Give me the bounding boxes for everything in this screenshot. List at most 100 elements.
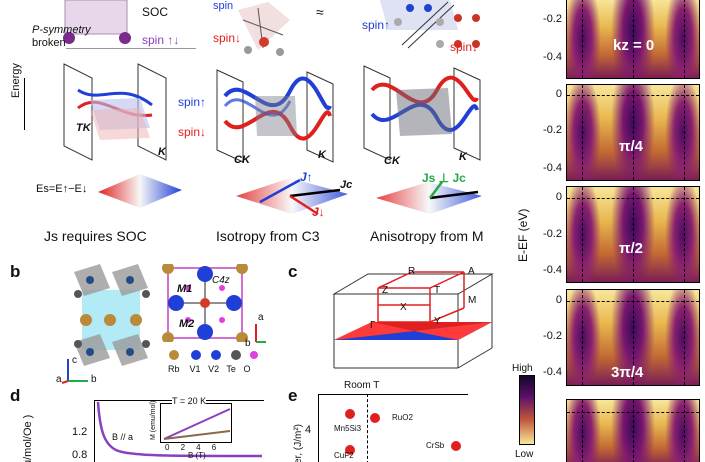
panel-b-letter: b [10,262,21,281]
divider [66,48,196,49]
band-diagram-3 [363,65,481,161]
anisotropy-tile [376,181,482,214]
lattice-pictogram-2 [238,2,290,56]
room-t-label: Room T [344,380,380,391]
caption-isotropy: Isotropy from C3 [216,228,320,244]
axis-c-label: c [72,355,77,366]
bz-point-m: M [468,295,477,306]
spin-down-top: spin↓ [213,31,242,45]
tick-p0-2: -0.4 [543,51,562,63]
lattice-pictogram-1 [63,0,131,44]
colorbar-high-label: High [512,363,533,374]
k-label-1: K [158,146,166,158]
tick-p2-0: 0 [555,191,562,203]
panel-e-ylabel: er, (J/m²) [293,424,304,462]
tick-p3-0: 0 [555,294,562,306]
crystal-axes-top [255,324,266,343]
ck-label-2: CK [384,155,400,167]
inset-xticks: 0 2 4 6 [165,443,217,452]
bz-point-r: R [408,266,416,277]
room-t-line [367,394,368,462]
material-ruo2: RuO2 [392,413,413,422]
bz-point-t: T [434,285,441,296]
m2-label: M2 [179,318,195,330]
inset-title: T = 20 K [172,396,207,406]
symbol-squiggle: ≈ [316,4,324,20]
tick-p1-1: -0.2 [543,124,562,136]
spin-up-right: spin↑ [362,18,391,32]
material-mn5si3: Mn5Si3 [334,424,362,433]
inset-lines [163,408,231,440]
k-label-3: K [459,151,467,163]
band-diagram-2 [216,69,334,163]
symmetry-label-1: P-symmetry [32,24,91,36]
band-diagram-1 [63,63,167,161]
axis-a-label-3d: a [56,374,62,385]
k-label-2: K [318,149,326,161]
tick-p3-2: -0.4 [543,366,562,378]
arpes-panel-partial [566,399,700,462]
panel-d-letter: d [10,386,21,405]
spin-down-label-1: spin↓ [178,125,207,139]
j-c-label: Jc [340,179,353,191]
inset-xlabel: B (T) [188,451,206,460]
material-crsb: CrSb [426,441,445,450]
caption-anisotropy: Anisotropy from M [370,228,484,244]
tick-p1-0: 0 [555,88,562,100]
tick-p0-1: -0.2 [543,13,562,25]
field-label: B // a [112,432,134,442]
tk-label: TK [76,122,91,134]
tick-p2-2: -0.4 [543,264,562,276]
soc-label: SOC [142,5,169,19]
arpes-label-pi2: π/2 [619,240,643,257]
j-up-label: J↑ [300,170,313,184]
arpes-label-3pi4: 3π/4 [611,364,644,381]
arpes-panel-kz0: kz = 0 [566,0,700,79]
bz-point-z: Z [382,285,389,296]
axis-b-label-3d: b [91,374,97,385]
susceptibility-curve [96,401,263,458]
crystal-axes-3d [61,359,88,384]
energy-axis-line [24,78,25,130]
colorbar-low-label: Low [515,449,534,460]
panel-c-letter: c [288,262,298,281]
bz-point-y: Y [434,316,441,327]
bz-point-gamma: Γ [370,320,376,331]
crystal-structure-3d [74,264,150,366]
panel-d-ylabel: u/mol/Oe ) [22,414,34,462]
inset-ylabel: M (emu/mol) [150,400,157,440]
spin-up-label-1: spin↑ [178,95,207,109]
panel-d-ytick-1: 1.2 [72,426,88,438]
tick-p3-1: -0.2 [543,330,562,342]
c4z-label: C4z [212,275,230,286]
crystal-top-view [162,264,248,342]
atom-legend-dots [169,350,258,360]
es-gradient-tile [98,174,182,208]
bz-point-a: A [468,266,475,277]
material-cuf2: CuF2 [334,451,354,460]
panel-e-letter: e [288,386,298,405]
brillouin-zone [332,271,494,369]
colorbar [519,375,535,445]
spin-label-purple: spin ↑↓ [142,33,180,47]
spin-up-top: spin [213,0,234,12]
axis-b-label-top: b [245,338,251,349]
panel-e-axes [318,394,468,462]
es-formula: Es=E↑−E↓ [36,183,88,195]
arpes-panel-pi4: π/4 [566,84,700,181]
arpes-label-pi4: π/4 [619,138,643,155]
caption-soc: Js requires SOC [44,228,147,244]
spin-down-right: spin↓ [450,40,479,54]
material-points [345,409,461,455]
ck-label-1: CK [234,154,250,166]
arpes-panel-pi2: π/2 [566,186,700,283]
arpes-label-kz0: kz = 0 [613,37,655,54]
m1-label: M1 [177,283,193,295]
arpes-panel-3pi4: 3π/4 [566,289,700,386]
tick-p2-1: -0.2 [543,228,562,240]
panel-e-ytick: 4 [305,424,312,436]
j-perp-label: Js ⊥ Jc [422,171,466,185]
tick-p1-2: -0.4 [543,162,562,174]
panel-d-ytick-2: 0.8 [72,449,88,461]
lattice-pictogram-3 [380,0,480,49]
